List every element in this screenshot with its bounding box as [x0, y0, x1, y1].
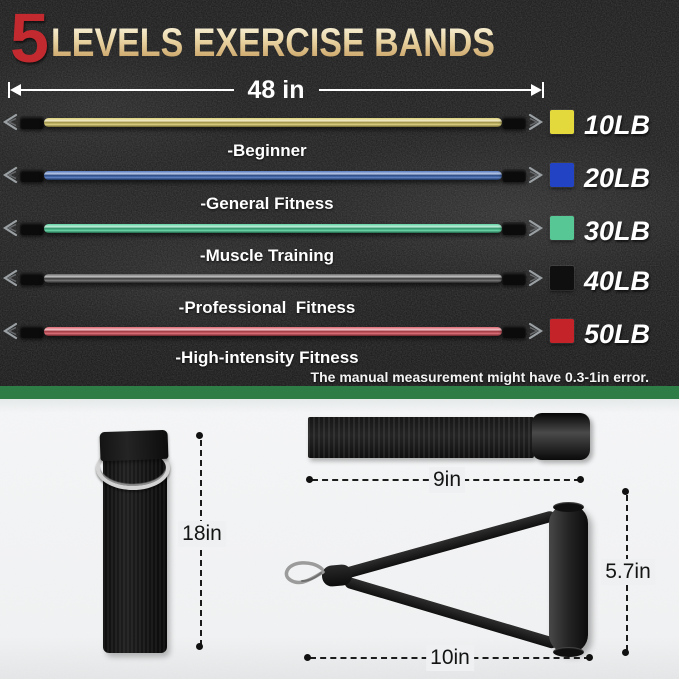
band-label-beginner: -Beginner [227, 141, 307, 160]
carabiner-hook-icon [2, 269, 18, 287]
ankle-strap-flap [99, 429, 169, 462]
measure-dot [304, 654, 311, 661]
legend-swatch-40lb [550, 266, 574, 290]
band-row-40lb [0, 268, 546, 288]
measure-label-18in: 18in [178, 521, 226, 547]
band-row-20lb [0, 165, 546, 185]
arrow-right-icon [531, 84, 543, 96]
measure-dot [196, 432, 203, 439]
band-sleeve [20, 324, 44, 338]
measure-label-5-7in: 5.7in [601, 559, 655, 585]
carabiner-hook-icon [528, 113, 544, 131]
band-sleeve [20, 271, 44, 285]
handle-grip-cap-bottom [553, 647, 584, 657]
legend-weight-20lb: 20LB [584, 163, 651, 193]
measure-label-9in: 9in [428, 467, 466, 493]
page-title: 5 LEVELS EXERCISE BANDS [10, 0, 573, 77]
band-label-professional-fitness: -Professional Fitness [178, 298, 356, 317]
band-bar-50lb [44, 326, 502, 336]
measure-dot [577, 476, 584, 483]
door-anchor-strap [308, 417, 534, 458]
carabiner-hook-icon [2, 113, 18, 131]
carabiner-hook-icon [528, 269, 544, 287]
measure-dot [306, 476, 313, 483]
band-sleeve [502, 324, 526, 338]
carabiner-hook-icon [528, 322, 544, 340]
band-bar-30lb [44, 223, 502, 233]
legend-swatch-50lb [550, 319, 574, 343]
ruler-endbar-left [8, 82, 10, 98]
legend-weight-40lb: 40LB [584, 266, 651, 296]
ruler-label: 48 in [247, 75, 305, 104]
measure-dot [196, 643, 203, 650]
band-label-general-fitness: -General Fitness [200, 194, 334, 213]
band-label-muscle-training: -Muscle Training [199, 246, 335, 265]
door-anchor-cylinder [532, 413, 590, 460]
measure-label-10in: 10in [426, 645, 474, 671]
carabiner-hook-icon [2, 322, 18, 340]
band-bar-20lb [44, 170, 502, 180]
band-bar-10lb [44, 117, 502, 127]
band-sleeve [20, 221, 44, 235]
carabiner-hook-icon [2, 219, 18, 237]
measurement-disclaimer: The manual measurement might have 0.3-1i… [310, 369, 649, 385]
legend-swatch-20lb [550, 163, 574, 187]
band-sleeve [502, 115, 526, 129]
title-number: 5 [10, 0, 49, 77]
arrow-left-icon [10, 84, 21, 96]
legend-weight-50lb: 50LB [584, 319, 651, 349]
legend-weight-10lb: 10LB [584, 110, 651, 140]
carabiner-hook-icon [528, 219, 544, 237]
band-row-50lb [0, 321, 546, 341]
band-sleeve [20, 168, 44, 182]
band-row-30lb [0, 218, 546, 238]
measure-dot [622, 488, 629, 495]
ruler-line [318, 89, 532, 91]
ruler-endbar-right [542, 82, 545, 98]
legend-swatch-10lb [550, 110, 574, 134]
length-ruler-48in: 48 in [8, 75, 545, 104]
snap-hook-icon [284, 561, 325, 585]
green-divider-strip [0, 386, 679, 399]
handle-grip-cap-top [553, 502, 584, 512]
measure-dot [622, 649, 629, 656]
carabiner-hook-icon [528, 166, 544, 184]
band-label-high-intensity-fitness: -High-intensity Fitness [175, 348, 359, 367]
band-row-10lb [0, 112, 546, 132]
handle-grip [549, 505, 588, 653]
bands-chart-section: 5 LEVELS EXERCISE BANDS 48 in -Beginner … [0, 0, 679, 386]
band-sleeve [502, 168, 526, 182]
band-sleeve [502, 271, 526, 285]
band-sleeve [20, 115, 44, 129]
band-bar-40lb [44, 273, 502, 283]
legend-weight-30lb: 30LB [584, 216, 651, 246]
title-text: LEVELS EXERCISE BANDS [50, 21, 495, 65]
legend-swatch-30lb [550, 216, 574, 240]
band-sleeve [502, 221, 526, 235]
measure-dot [586, 654, 593, 661]
carabiner-hook-icon [2, 166, 18, 184]
ruler-line [21, 89, 234, 91]
